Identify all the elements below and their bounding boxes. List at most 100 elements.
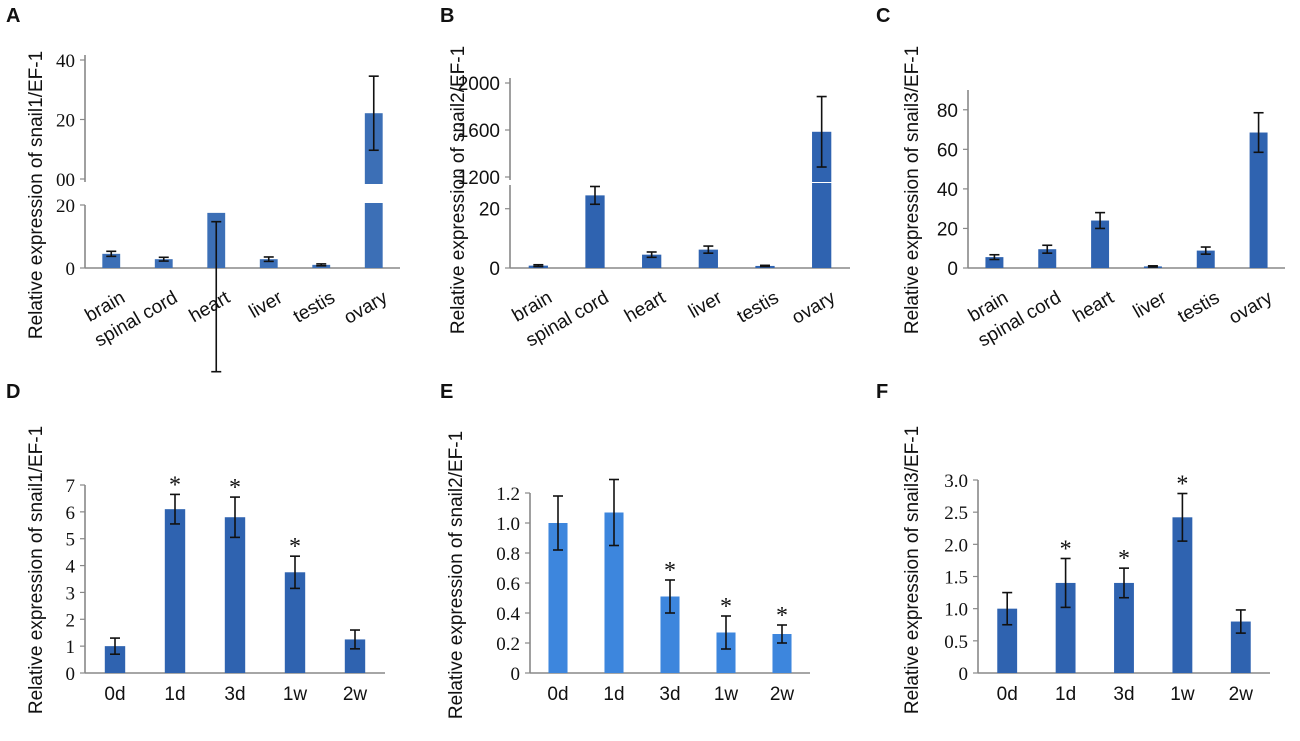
axis-break xyxy=(811,182,833,183)
x-tick-label: 1d xyxy=(603,684,624,705)
y-axis-label: Relative expression of snail1/EF-1 xyxy=(26,51,47,339)
x-tick-label: ovary xyxy=(341,287,392,329)
x-tick-label: 1w xyxy=(283,684,308,705)
y-tick-label: 0 xyxy=(66,664,76,685)
y-tick-label: 20 xyxy=(937,219,958,240)
x-tick-label: liver xyxy=(685,287,726,323)
x-tick-label: heart xyxy=(1070,287,1119,327)
y-tick-label: 80 xyxy=(937,101,958,122)
x-tick-label: 0d xyxy=(104,684,125,705)
panel-letter: A xyxy=(6,5,20,27)
panel-d: D Relative expression of snail1/EF-1 0 1 2… xyxy=(6,381,385,714)
y-tick-label: 0.4 xyxy=(496,604,520,625)
significance-star: * xyxy=(720,594,732,620)
bar xyxy=(164,509,186,673)
y-tick-label: 20 xyxy=(479,200,500,221)
x-tick-label: ovary xyxy=(1225,287,1276,329)
y-tick-label: 3 xyxy=(66,583,76,604)
bar xyxy=(716,632,736,673)
x-tick-label: ovary xyxy=(788,287,839,329)
y-tick-label: 2.0 xyxy=(944,535,968,556)
x-tick-label: 1d xyxy=(1055,684,1076,705)
bar xyxy=(224,517,246,673)
y-tick-label: 0.5 xyxy=(944,632,968,653)
bar xyxy=(102,253,121,268)
x-tick-label: testis xyxy=(290,287,339,327)
bar xyxy=(698,249,718,268)
y-tick-label: 00 xyxy=(56,170,75,191)
bar xyxy=(660,596,680,673)
y-axis-label: Relative expression of snail2/EF-1 xyxy=(446,431,467,719)
panel-a: A Relative expression of snail1/EF-1 0 20… xyxy=(6,5,400,373)
y-tick-label: 0 xyxy=(947,259,958,280)
bar xyxy=(1091,220,1110,268)
bar xyxy=(154,259,173,268)
x-tick-label: testis xyxy=(1174,287,1223,327)
y-tick-label: 1.0 xyxy=(496,514,520,535)
x-tick-label: 2w xyxy=(343,684,368,705)
y-tick-label: 2.5 xyxy=(944,503,968,524)
x-tick-label: testis xyxy=(734,287,783,327)
x-tick-label: 2w xyxy=(770,684,795,705)
y-tick-label: 1 xyxy=(66,637,76,658)
panel-f: F Relative expression of snail3/EF-1 0 0.… xyxy=(876,381,1270,714)
bar xyxy=(548,523,568,673)
y-tick-label: 20 xyxy=(56,196,75,217)
y-tick-label: 6 xyxy=(66,503,76,524)
panel-letter: C xyxy=(876,5,890,27)
significance-star: * xyxy=(1118,546,1130,572)
y-tick-label: 1600 xyxy=(458,121,500,142)
bar xyxy=(259,259,278,268)
x-tick-label: liver xyxy=(1130,287,1171,323)
y-tick-label: 1.5 xyxy=(944,568,968,589)
significance-star: * xyxy=(664,558,676,584)
x-tick-label: 0d xyxy=(997,684,1018,705)
y-tick-label: 0 xyxy=(511,664,521,685)
bar xyxy=(812,131,832,268)
y-tick-label: 0 xyxy=(66,259,76,280)
bar xyxy=(104,646,126,673)
x-tick-label: 1d xyxy=(164,684,185,705)
significance-star: * xyxy=(776,603,788,629)
y-tick-label: 7 xyxy=(66,476,76,497)
y-tick-label: 5 xyxy=(66,530,76,551)
panel-e: E Relative expression of snail2/EF-1 0 0.… xyxy=(440,381,810,719)
panel-letter: D xyxy=(6,381,20,403)
panel-letter: E xyxy=(440,381,453,403)
bar xyxy=(985,257,1004,268)
bar xyxy=(1172,517,1193,673)
x-tick-label: 1w xyxy=(1170,684,1195,705)
significance-star: * xyxy=(169,472,181,498)
y-tick-label: 0.8 xyxy=(496,544,520,565)
y-tick-label: 2000 xyxy=(458,74,500,95)
y-axis-label: Relative expression of snail3/EF-1 xyxy=(902,46,923,334)
x-tick-label: 1w xyxy=(714,684,739,705)
x-tick-label: 3d xyxy=(659,684,680,705)
y-tick-label: 4 xyxy=(66,557,76,578)
significance-star: * xyxy=(1060,536,1072,562)
y-tick-label: 1200 xyxy=(458,168,500,189)
x-tick-label: 3d xyxy=(1113,684,1134,705)
panel-b: B Relative expression of snail2/EF-1 0 20… xyxy=(440,5,850,351)
axis-break xyxy=(363,184,384,203)
x-tick-label: heart xyxy=(186,287,235,327)
y-tick-label: 60 xyxy=(937,140,958,161)
x-tick-label: 3d xyxy=(224,684,245,705)
y-tick-label: 0 xyxy=(959,664,969,685)
bar xyxy=(1249,132,1268,268)
y-tick-label: 20 xyxy=(56,111,75,132)
y-tick-label: 2 xyxy=(66,610,76,631)
panel-letter: B xyxy=(440,5,454,27)
bar xyxy=(1230,621,1251,673)
x-tick-label: 2w xyxy=(1229,684,1254,705)
y-tick-label: 0.6 xyxy=(496,574,520,595)
bar xyxy=(1114,582,1134,673)
y-axis-label: Relative expression of snail1/EF-1 xyxy=(26,426,47,714)
y-tick-label: 1.0 xyxy=(944,600,968,621)
y-axis-label: Relative expression of snail2/EF-1 xyxy=(448,46,469,334)
y-tick-label: 40 xyxy=(937,180,958,201)
x-tick-label: liver xyxy=(246,287,287,323)
x-tick-label: heart xyxy=(621,287,670,327)
y-tick-label: 3.0 xyxy=(944,471,968,492)
